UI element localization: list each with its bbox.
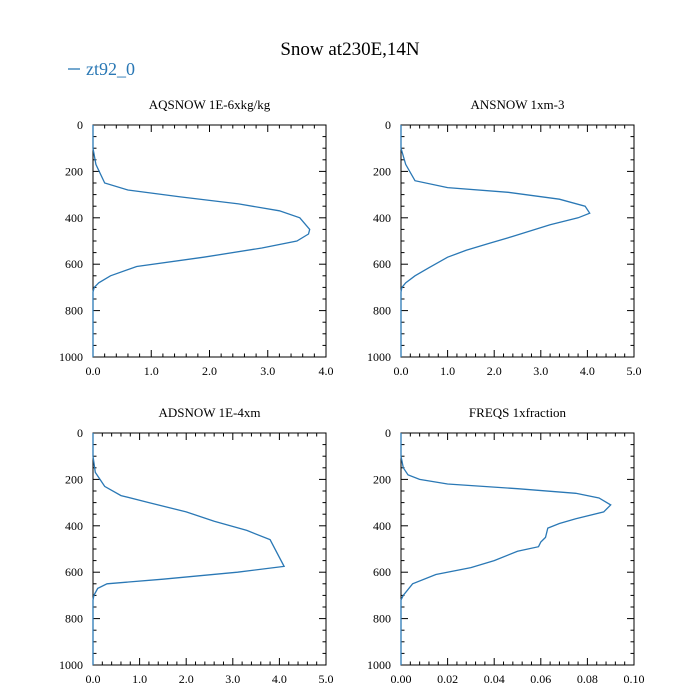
panel-title: ANSNOW 1xm-3 [470,97,564,112]
y-tick-label: 600 [373,565,391,579]
x-tick-label: 0.0 [86,672,101,686]
y-tick-label: 800 [65,612,83,626]
panel-title: FREQS 1xfraction [469,405,567,420]
x-tick-label: 1.0 [144,364,159,378]
plot-frame [400,432,635,666]
x-tick-label: 0.02 [437,672,458,686]
panel-4: FREQS 1xfraction 0.00 0.02 0.04 0.06 0.08 0.10… [367,405,645,686]
panel-2: ANSNOW 1xm-3 0.0 1.0 2.0 3.0 4.0 5.0 0 200 400 600… [367,97,642,378]
y-tick-label: 0 [385,118,391,132]
x-tick-label: 4.0 [272,672,287,686]
figure-title: Snow at230E,14N [280,39,420,60]
x-tick-label: 0.10 [624,672,645,686]
x-tick-label: 0.06 [530,672,551,686]
legend-label: zt92_0 [86,59,135,79]
series-line-zt92_0 [92,433,286,665]
x-tick-label: 0.08 [577,672,598,686]
legend: zt92_0 [68,59,135,79]
y-tick-label: 400 [373,519,391,533]
panel-title: AQSNOW 1E-6xkg/kg [149,97,271,112]
x-tick-label: 4.0 [580,364,595,378]
x-tick-label: 2.0 [179,672,194,686]
plot-frame [400,124,635,358]
x-tick-label: 5.0 [627,364,642,378]
y-tick-label: 600 [65,565,83,579]
x-tick-label: 0.00 [391,672,412,686]
x-tick-label: 0.0 [86,364,101,378]
x-tick-label: 1.0 [440,364,455,378]
y-tick-label: 200 [373,164,391,178]
y-tick-label: 1000 [367,658,391,672]
y-tick-label: 1000 [59,658,83,672]
x-tick-label: 3.0 [533,364,548,378]
plot-frame [92,124,327,358]
y-tick-label: 400 [65,519,83,533]
series-line-zt92_0 [92,125,311,357]
x-tick-label: 0.0 [394,364,409,378]
y-tick-label: 0 [385,426,391,440]
x-tick-label: 2.0 [202,364,217,378]
y-tick-label: 400 [65,211,83,225]
y-tick-label: 200 [65,164,83,178]
y-tick-label: 0 [77,426,83,440]
series-line-zt92_0 [400,125,591,357]
y-tick-label: 800 [373,612,391,626]
y-tick-label: 1000 [367,350,391,364]
x-tick-label: 3.0 [260,364,275,378]
plot-frame [92,432,327,666]
y-tick-label: 800 [373,304,391,318]
y-tick-label: 0 [77,118,83,132]
series-line-zt92_0 [400,433,612,665]
y-tick-label: 400 [373,211,391,225]
panels: AQSNOW 1E-6xkg/kg 0.0 1.0 2.0 3.0 4.0 0 200 400 6… [59,97,645,686]
x-tick-label: 5.0 [319,672,334,686]
x-tick-label: 3.0 [225,672,240,686]
x-tick-label: 0.04 [484,672,505,686]
y-tick-label: 600 [373,257,391,271]
x-tick-label: 2.0 [487,364,502,378]
panel-3: ADSNOW 1E-4xm 0.0 1.0 2.0 3.0 4.0 5.0 0 200 400 60… [59,405,334,686]
x-tick-label: 1.0 [132,672,147,686]
panel-1: AQSNOW 1E-6xkg/kg 0.0 1.0 2.0 3.0 4.0 0 200 400 6… [59,97,334,378]
y-tick-label: 600 [65,257,83,271]
y-tick-label: 1000 [59,350,83,364]
x-tick-label: 4.0 [319,364,334,378]
y-tick-label: 200 [373,472,391,486]
y-tick-label: 800 [65,304,83,318]
y-tick-label: 200 [65,472,83,486]
panel-title: ADSNOW 1E-4xm [159,405,261,420]
